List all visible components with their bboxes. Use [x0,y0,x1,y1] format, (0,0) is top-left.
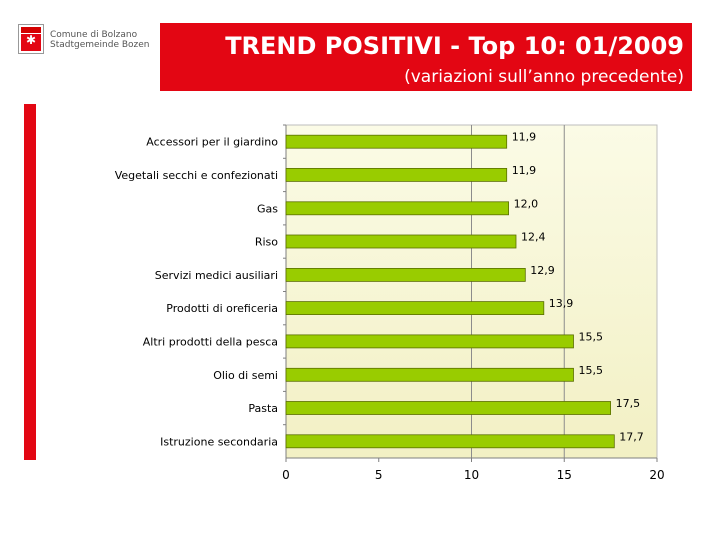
bar [285,434,615,449]
bar [285,367,574,382]
municipality-logo: ✱ Comune di Bolzano Stadtgemeinde Bozen [18,24,158,64]
logo-line-1: Comune di Bolzano [50,30,138,40]
logo-line-2: Stadtgemeinde Bozen [50,40,150,50]
data-label: 12,9 [530,264,555,277]
data-label: 15,5 [579,364,604,377]
bar [285,267,526,282]
x-tick-label: 5 [375,468,383,482]
bar [285,201,510,216]
bar [285,401,612,415]
coat-of-arms-icon: ✱ [18,24,44,54]
x-tick-label: 15 [557,468,572,482]
data-label: 12,4 [521,231,546,244]
bar [285,167,508,182]
bar [285,234,517,249]
category-label: Istruzione secondaria [160,435,278,448]
category-label: Servizi medici ausiliari [155,269,278,282]
header-band: TREND POSITIVI - Top 10: 01/2009 (variaz… [160,23,692,91]
category-label: Olio di semi [213,369,278,382]
page-subtitle: (variazioni sull’anno precedente) [404,67,684,87]
data-label: 17,7 [619,430,644,443]
data-label: 11,9 [512,164,537,177]
bar [285,334,574,349]
data-label: 12,0 [514,197,539,210]
x-tick-label: 20 [649,468,664,482]
data-label: 17,5 [616,397,641,410]
category-label: Vegetali secchi e confezionati [115,169,278,182]
bar [285,134,508,149]
star-glyph: ✱ [25,33,37,47]
data-label: 11,9 [512,131,537,144]
category-label: Altri prodotti della pesca [143,335,278,348]
category-label: Riso [255,236,278,249]
page-title: TREND POSITIVI - Top 10: 01/2009 [225,32,684,60]
x-tick-label: 0 [282,468,290,482]
data-label: 13,9 [549,297,574,310]
data-label: 15,5 [579,330,604,343]
logo-text: Comune di Bolzano Stadtgemeinde Bozen [50,30,150,50]
category-label: Pasta [248,402,278,415]
x-tick-label: 10 [464,468,479,482]
bar [285,301,545,316]
side-accent-bar [24,104,36,460]
category-label: Accessori per il giardino [146,136,278,149]
category-label: Prodotti di oreficeria [166,302,278,315]
category-label: Gas [257,202,278,215]
